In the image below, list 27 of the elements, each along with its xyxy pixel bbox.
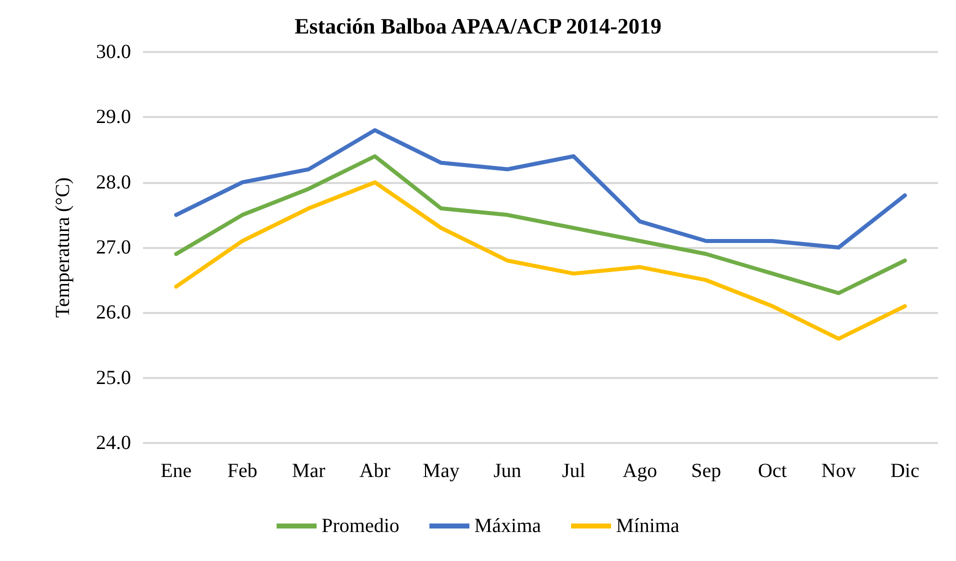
chart-title: Estación Balboa APAA/ACP 2014-2019 [294, 14, 662, 38]
x-tick-label: Jul [562, 460, 586, 482]
y-tick-label: 24.0 [96, 432, 131, 454]
y-tick-label: 26.0 [96, 302, 131, 324]
line-series [174, 180, 907, 341]
x-tick-label: Ago [622, 460, 658, 482]
x-tick-label: Jun [493, 460, 522, 482]
x-tick-label: Feb [227, 460, 258, 482]
x-tick-label: Sep [691, 460, 722, 482]
x-tick-label: May [422, 460, 460, 482]
x-tick-label: Oct [758, 460, 788, 482]
line-series [174, 128, 907, 250]
legend-label: Promedio [322, 515, 400, 537]
x-tick-label: Mar [292, 460, 326, 482]
legend-label: Mínima [616, 515, 680, 537]
y-tick-label: 25.0 [96, 366, 131, 389]
y-tick-label: 27.0 [96, 236, 131, 258]
y-axis-title: Temperatura (°C) [52, 177, 74, 318]
x-tick-label: Ene [160, 460, 192, 482]
x-tick-label: Dic [890, 460, 920, 482]
y-tick-label: 29.0 [96, 106, 131, 128]
line-series [174, 154, 907, 296]
legend-label: Máxima [474, 515, 542, 537]
y-tick-label: 28.0 [96, 171, 131, 194]
x-tick-label: Abr [359, 460, 391, 482]
x-tick-label: Nov [821, 460, 856, 482]
y-tick-label: 30.0 [96, 41, 131, 63]
